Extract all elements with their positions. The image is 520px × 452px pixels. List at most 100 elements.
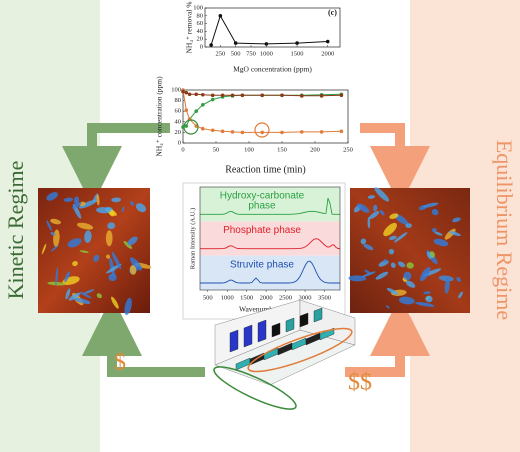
3d-bar: [243, 324, 253, 348]
plot-frame: [182, 89, 349, 144]
phase-label: Phosphate phase: [223, 225, 301, 236]
map-feature: [433, 238, 449, 247]
data-point: [181, 89, 185, 94]
series-line: [210, 14, 328, 46]
map-feature: [438, 275, 454, 282]
x-tick-label: 1500: [291, 50, 304, 57]
map-feature: [63, 197, 74, 202]
3d-bar: [271, 322, 281, 338]
data-point: [201, 92, 205, 97]
x-tick-label: 2500: [279, 294, 292, 301]
map-feature: [405, 223, 412, 228]
map-feature: [111, 197, 122, 203]
map-feature: [394, 213, 409, 225]
plot-frame: [204, 7, 341, 48]
data-point: [184, 90, 189, 95]
map-feature: [456, 276, 461, 282]
map-feature: [127, 236, 138, 246]
map-feature: [363, 243, 374, 251]
data-point: [210, 93, 215, 98]
map-feature: [361, 271, 376, 278]
phase-label: phase: [248, 201, 276, 212]
high-cost-highlight: [247, 327, 353, 373]
y-tick-label: 100: [193, 4, 203, 11]
y-tick-label: 40: [197, 28, 204, 35]
data-point: [264, 42, 269, 46]
data-point: [230, 130, 235, 134]
map-feature: [397, 261, 406, 268]
data-point: [209, 43, 213, 47]
map-feature: [405, 280, 416, 288]
x-tick-label: 1000: [260, 50, 273, 57]
kinetic-label: Kinetic Regime: [3, 161, 28, 300]
map-feature: [367, 195, 376, 199]
map-feature: [357, 203, 370, 213]
data-point: [220, 93, 225, 98]
map-feature: [389, 213, 399, 219]
data-point: [194, 109, 198, 113]
data-point: [220, 129, 225, 134]
map-feature: [130, 201, 135, 206]
map-feature: [415, 301, 435, 307]
map-feature: [383, 259, 388, 263]
map-feature: [106, 254, 111, 259]
x-tick-label: 150: [277, 146, 287, 153]
map-feature: [121, 206, 125, 213]
equilibrium-raman-map: [350, 188, 470, 313]
data-point: [194, 124, 198, 128]
map-feature: [83, 289, 95, 294]
data-point: [280, 93, 284, 98]
data-point: [260, 93, 265, 98]
map-feature: [78, 199, 98, 209]
x-tick-label: 1000: [221, 294, 234, 301]
map-feature: [105, 230, 113, 247]
map-feature: [107, 222, 116, 230]
y-tick-label: 20: [197, 36, 204, 43]
map-feature: [77, 222, 94, 230]
map-feature: [68, 292, 81, 301]
map-feature: [373, 204, 378, 212]
data-point: [233, 41, 238, 45]
x-tick-label: 500: [231, 50, 241, 57]
3d-bar: [257, 319, 267, 343]
x-tick-label: 1500: [240, 294, 253, 301]
map-feature: [109, 257, 115, 277]
map-feature: [398, 296, 415, 305]
3d-bar: [285, 317, 295, 333]
data-point: [260, 130, 265, 135]
data-point: [240, 93, 245, 98]
map-feature: [386, 305, 390, 309]
map-feature: [79, 291, 92, 299]
map-feature: [111, 251, 122, 270]
map-feature: [96, 293, 102, 299]
cost-high: $$: [348, 370, 372, 396]
map-feature: [41, 243, 47, 255]
x-tick-label: 50: [213, 146, 220, 153]
data-point: [184, 108, 189, 112]
data-point: [184, 124, 189, 128]
y-tick-label: 20: [175, 129, 182, 136]
x-tick-label: 2000: [260, 294, 273, 301]
data-point: [240, 130, 245, 135]
data-point: [319, 130, 324, 134]
map-feature: [458, 291, 463, 299]
y-tick-label: 0: [200, 43, 203, 50]
x-axis-label: MgO concentration (ppm): [233, 65, 312, 74]
map-feature: [452, 217, 461, 223]
x-tick-label: 3500: [318, 294, 331, 301]
data-point: [201, 126, 205, 131]
y-tick-label: 0: [178, 139, 181, 146]
map-feature: [65, 288, 71, 300]
map-feature: [449, 231, 461, 237]
3d-bar: [277, 342, 293, 356]
data-point: [300, 130, 304, 134]
y-axis-label: NH₄⁺ concentration (ppm): [155, 76, 164, 157]
map-feature: [130, 257, 142, 271]
phase-band: [200, 187, 340, 222]
x-axis-label: Reaction time (min): [225, 164, 306, 175]
map-feature: [72, 260, 78, 267]
phase-label: Hydroxy-carbonate: [220, 191, 305, 202]
y-tick-label: 60: [175, 108, 182, 115]
map-feature: [425, 295, 433, 303]
